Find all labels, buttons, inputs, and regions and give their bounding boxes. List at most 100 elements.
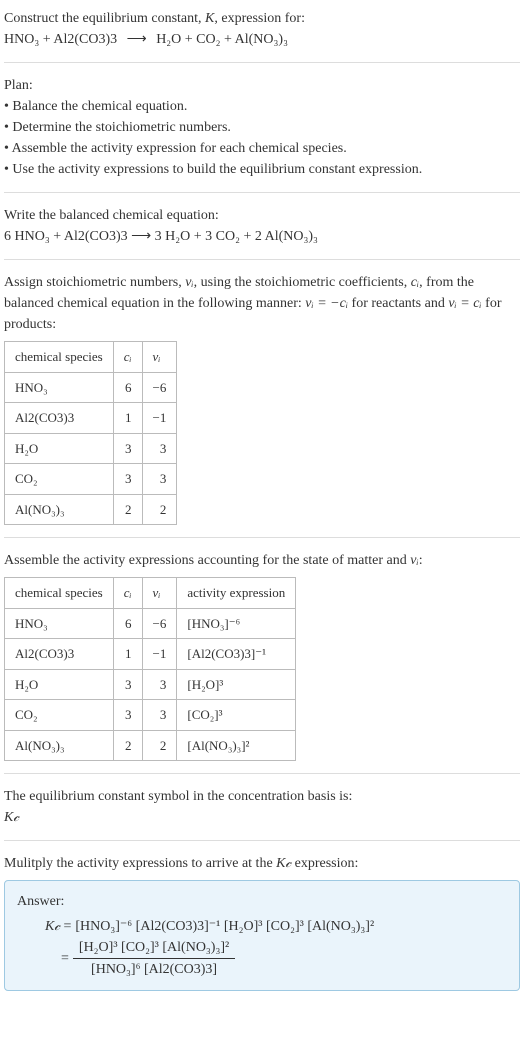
- divider: [4, 62, 520, 63]
- table-row: HNO₃6−6: [5, 372, 177, 403]
- assign-text: Assign stoichiometric numbers,: [4, 275, 185, 290]
- eq-lhs: HNO₃ + Al2(CO3)3: [4, 32, 117, 47]
- answer-line2: = [H₂O]³ [CO₂]³ [Al(NO₃)₃]² [HNO₃]⁶ [Al2…: [61, 937, 507, 980]
- assign-block: Assign stoichiometric numbers, νᵢ, using…: [4, 272, 520, 525]
- rel2: νᵢ = cᵢ: [448, 296, 481, 311]
- divider: [4, 773, 520, 774]
- assemble-block: Assemble the activity expressions accoun…: [4, 550, 520, 761]
- cell: [HNO₃]⁻⁶: [177, 608, 296, 639]
- table-row: Al2(CO3)31−1[Al2(CO3)3]⁻¹: [5, 639, 296, 670]
- table-row: H₂O33: [5, 433, 177, 464]
- frac-numerator: [H₂O]³ [CO₂]³ [Al(NO₃)₃]²: [73, 937, 235, 959]
- assign-text: for reactants and: [348, 296, 448, 311]
- col-header: νᵢ: [142, 342, 177, 373]
- eq-sign: =: [61, 948, 69, 969]
- divider: [4, 537, 520, 538]
- table-header-row: chemical species cᵢ νᵢ: [5, 342, 177, 373]
- frac-denominator: [HNO₃]⁶ [Al2(CO3)3]: [73, 959, 235, 980]
- cell: HNO₃: [5, 372, 114, 403]
- cell: −6: [142, 608, 177, 639]
- table-row: HNO₃6−6[HNO₃]⁻⁶: [5, 608, 296, 639]
- stoich-table: chemical species cᵢ νᵢ HNO₃6−6 Al2(CO3)3…: [4, 341, 177, 525]
- cell: [Al(NO₃)₃]²: [177, 730, 296, 761]
- multiply-text: Mulitply the activity expressions to arr…: [4, 856, 276, 871]
- cell: Al(NO₃)₃: [5, 494, 114, 525]
- answer-fraction: [H₂O]³ [CO₂]³ [Al(NO₃)₃]² [HNO₃]⁶ [Al2(C…: [73, 937, 235, 980]
- assemble-text: :: [419, 553, 423, 568]
- cell: 3: [142, 700, 177, 731]
- multiply-block: Mulitply the activity expressions to arr…: [4, 853, 520, 874]
- arrow-icon: ⟶: [127, 32, 147, 47]
- answer-label: Answer:: [17, 891, 507, 912]
- cell: CO₂: [5, 700, 114, 731]
- divider: [4, 259, 520, 260]
- cell: 3: [113, 700, 142, 731]
- divider: [4, 192, 520, 193]
- table-row: CO₂33: [5, 464, 177, 495]
- cell: Al2(CO3)3: [5, 639, 114, 670]
- cell: 1: [113, 639, 142, 670]
- prompt-text: Construct the equilibrium constant,: [4, 11, 205, 26]
- plan-item: • Determine the stoichiometric numbers.: [4, 117, 520, 138]
- balanced-block: Write the balanced chemical equation: 6 …: [4, 205, 520, 247]
- balanced-label: Write the balanced chemical equation:: [4, 205, 520, 226]
- cell: 3: [113, 433, 142, 464]
- cell: Al(NO₃)₃: [5, 730, 114, 761]
- plan-item: • Balance the chemical equation.: [4, 96, 520, 117]
- kc-symbol: K𝒸: [4, 807, 520, 828]
- c-i: cᵢ: [411, 275, 419, 290]
- header-equation: HNO₃ + Al2(CO3)3 ⟶ H₂O + CO₂ + Al(NO₃)₃: [4, 29, 520, 50]
- cell: 3: [113, 464, 142, 495]
- col-header: chemical species: [5, 578, 114, 609]
- symbol-block: The equilibrium constant symbol in the c…: [4, 786, 520, 828]
- assemble-text: Assemble the activity expressions accoun…: [4, 553, 410, 568]
- nu-i: νᵢ: [185, 275, 193, 290]
- plan-block: Plan: • Balance the chemical equation. •…: [4, 75, 520, 180]
- cell: [H₂O]³: [177, 669, 296, 700]
- cell: HNO₃: [5, 608, 114, 639]
- cell: 1: [113, 403, 142, 434]
- cell: 3: [142, 669, 177, 700]
- kc-lhs: K𝒸 =: [45, 916, 71, 937]
- multiply-text: expression:: [291, 856, 358, 871]
- symbol-text: The equilibrium constant symbol in the c…: [4, 786, 520, 807]
- cell: 2: [113, 494, 142, 525]
- header-line1: Construct the equilibrium constant, K, e…: [4, 8, 520, 29]
- kc-symbol: K𝒸: [276, 856, 291, 871]
- col-header: chemical species: [5, 342, 114, 373]
- rel1: νᵢ = −cᵢ: [305, 296, 348, 311]
- table-row: Al(NO₃)₃22: [5, 494, 177, 525]
- cell: Al2(CO3)3: [5, 403, 114, 434]
- cell: [CO₂]³: [177, 700, 296, 731]
- cell: 3: [142, 464, 177, 495]
- col-header: cᵢ: [113, 578, 142, 609]
- col-header: cᵢ: [113, 342, 142, 373]
- cell: 3: [142, 433, 177, 464]
- table-row: Al(NO₃)₃22[Al(NO₃)₃]²: [5, 730, 296, 761]
- cell: H₂O: [5, 433, 114, 464]
- cell: 6: [113, 608, 142, 639]
- table-row: H₂O33[H₂O]³: [5, 669, 296, 700]
- cell: CO₂: [5, 464, 114, 495]
- cell: 2: [113, 730, 142, 761]
- activity-table: chemical species cᵢ νᵢ activity expressi…: [4, 577, 296, 761]
- header-block: Construct the equilibrium constant, K, e…: [4, 8, 520, 50]
- eq-rhs: H₂O + CO₂ + Al(NO₃)₃: [156, 32, 288, 47]
- answer-expr: [HNO₃]⁻⁶ [Al2(CO3)3]⁻¹ [H₂O]³ [CO₂]³ [Al…: [75, 916, 374, 937]
- assign-text: , using the stoichiometric coefficients,: [194, 275, 411, 290]
- nu-i: νᵢ: [410, 553, 418, 568]
- cell: −1: [142, 639, 177, 670]
- plan-title: Plan:: [4, 75, 520, 96]
- k-symbol: K: [205, 11, 214, 26]
- prompt-text2: , expression for:: [214, 11, 305, 26]
- table-header-row: chemical species cᵢ νᵢ activity expressi…: [5, 578, 296, 609]
- cell: H₂O: [5, 669, 114, 700]
- col-header: activity expression: [177, 578, 296, 609]
- plan-item: • Use the activity expressions to build …: [4, 159, 520, 180]
- cell: 2: [142, 494, 177, 525]
- cell: −6: [142, 372, 177, 403]
- cell: [Al2(CO3)3]⁻¹: [177, 639, 296, 670]
- cell: 2: [142, 730, 177, 761]
- answer-line1: K𝒸 = [HNO₃]⁻⁶ [Al2(CO3)3]⁻¹ [H₂O]³ [CO₂]…: [45, 916, 507, 937]
- cell: 3: [113, 669, 142, 700]
